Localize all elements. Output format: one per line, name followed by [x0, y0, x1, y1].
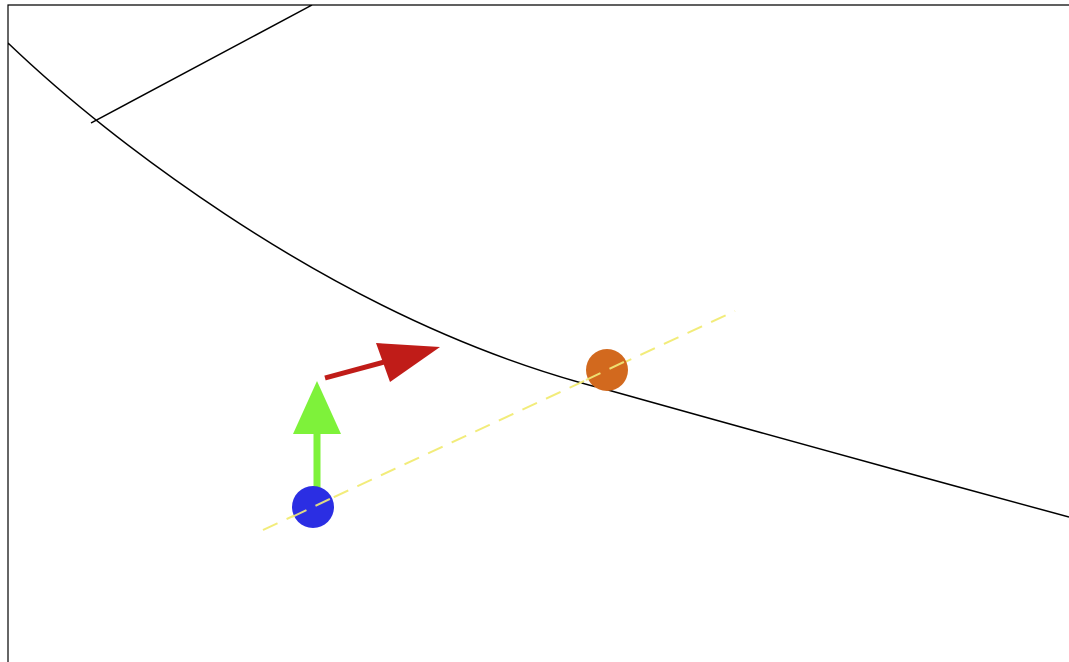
- green-arrow-head: [293, 381, 341, 434]
- blue-point: [292, 486, 334, 528]
- guide-over-blue: [291, 496, 335, 518]
- orange-point: [586, 349, 628, 391]
- upper-arc: [90, 4, 313, 124]
- dashed-guide-line: [262, 310, 736, 531]
- main-curve: [7, 42, 1069, 518]
- guide-over-orange: [585, 359, 629, 381]
- red-arrow-head: [376, 343, 440, 382]
- frame-border: [7, 4, 1069, 662]
- red-arrow-shaft: [324, 358, 389, 381]
- red-arrow: [324, 343, 440, 382]
- green-arrow: [293, 381, 341, 490]
